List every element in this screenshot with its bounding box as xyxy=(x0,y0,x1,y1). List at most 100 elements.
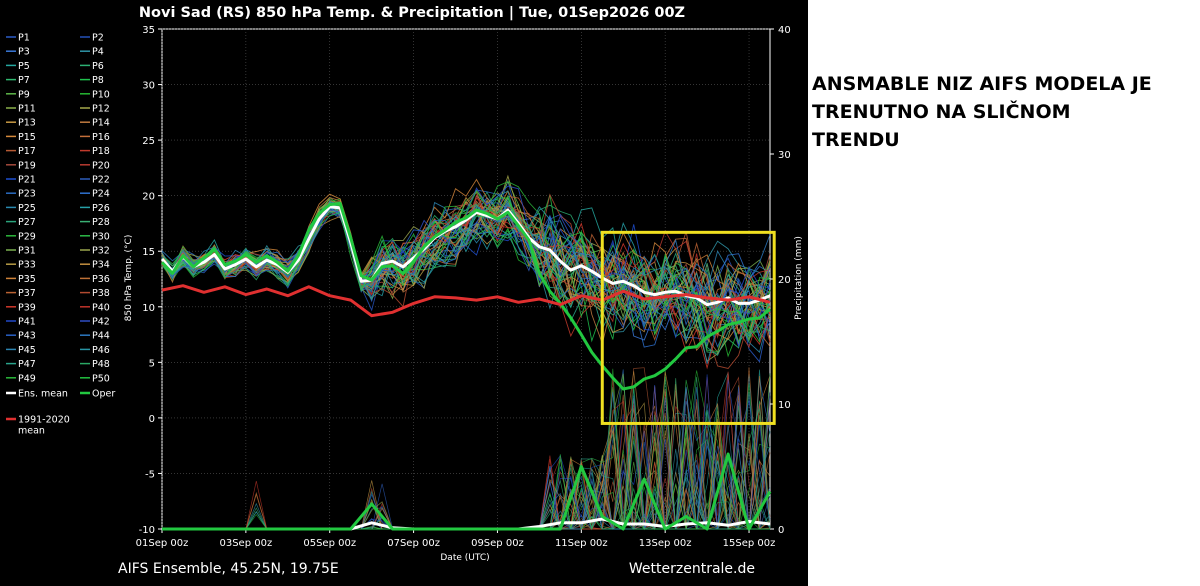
legend-label-P39: P39 xyxy=(18,302,36,313)
date-tick-label: 03Sep 00z xyxy=(219,538,272,549)
legend-label-P36: P36 xyxy=(92,274,110,285)
precip-tick-label: 20 xyxy=(778,275,791,286)
legend-label-main-0: Ens. mean xyxy=(18,389,68,400)
legend-label-P49: P49 xyxy=(18,373,36,384)
legend-label-P5: P5 xyxy=(18,61,30,72)
series-oper-precipitation xyxy=(162,452,772,531)
legend-label-P10: P10 xyxy=(92,89,110,100)
legend-label-P29: P29 xyxy=(18,231,36,242)
legend-label-P18: P18 xyxy=(92,146,110,157)
legend: P1 P2 P3 P4 P5 P6 P7 P8 P9 P10 P11 P12 P13 P14 P15 P16 P… xyxy=(6,33,115,437)
footer-right: Wetterzentrale.de xyxy=(629,561,755,577)
legend-label-main-2: 1991-2020 mean xyxy=(18,415,70,437)
legend-label-P35: P35 xyxy=(18,274,36,285)
legend-label-P28: P28 xyxy=(92,217,110,228)
side-note: ANSMABLE NIZ AIFS MODELA JE TRENUTNO NA … xyxy=(812,70,1192,154)
legend-label-P34: P34 xyxy=(92,260,110,271)
plot-area xyxy=(161,28,771,530)
legend-label-P27: P27 xyxy=(18,217,36,228)
ensemble-line-P43 xyxy=(161,202,771,329)
legend-label-main-1: Oper xyxy=(92,389,115,400)
ensemble-line-P32 xyxy=(161,196,771,331)
legend-label-P22: P22 xyxy=(92,175,110,186)
temp-tick-label: -10 xyxy=(139,525,155,536)
legend-label-P11: P11 xyxy=(18,104,36,115)
date-tick-label: 15Sep 00z xyxy=(723,538,776,549)
legend-label-P50: P50 xyxy=(92,373,110,384)
precip-tick-label: 0 xyxy=(778,525,784,536)
legend-label-P15: P15 xyxy=(18,132,36,143)
legend-label-P4: P4 xyxy=(92,47,104,58)
precip-tick-label: 10 xyxy=(778,400,791,411)
side-note-line-3: TRENDU xyxy=(812,129,900,151)
side-note-line-2: TRENUTNO NA SLIČNOM xyxy=(812,101,1071,123)
date-tick-label: 05Sep 00z xyxy=(303,538,356,549)
precipitation-series xyxy=(162,452,772,531)
footer-left: AIFS Ensemble, 45.25N, 19.75E xyxy=(118,561,339,577)
legend-label-P46: P46 xyxy=(92,345,110,356)
legend-label-P14: P14 xyxy=(92,118,110,129)
legend-label-P21: P21 xyxy=(18,175,36,186)
meteogram-chart: Novi Sad (RS) 850 hPa Temp. & Precipitat… xyxy=(6,5,804,577)
date-tick-label: 13Sep 00z xyxy=(639,538,692,549)
legend-label-P38: P38 xyxy=(92,288,110,299)
xlabel: Date (UTC) xyxy=(440,553,489,563)
legend-label-P44: P44 xyxy=(92,331,110,342)
date-tick-label: 11Sep 00z xyxy=(555,538,608,549)
ensemble-line-P49 xyxy=(161,190,771,343)
legend-label-P3: P3 xyxy=(18,47,30,58)
legend-label-P33: P33 xyxy=(18,260,36,271)
legend-label-P23: P23 xyxy=(18,189,36,200)
legend-label-P47: P47 xyxy=(18,359,36,370)
legend-label-P13: P13 xyxy=(18,118,36,129)
precip-tick-label: 40 xyxy=(778,25,791,36)
legend-label-P24: P24 xyxy=(92,189,110,200)
chart-panel: Novi Sad (RS) 850 hPa Temp. & Precipitat… xyxy=(0,0,808,586)
legend-label-P25: P25 xyxy=(18,203,36,214)
temp-tick-label: 5 xyxy=(149,358,155,369)
temp-tick-label: 30 xyxy=(142,81,155,92)
temp-tick-label: 25 xyxy=(142,136,155,147)
ylabel-right: Precipitation (mm) xyxy=(794,236,804,320)
temp-axis: 35 30 25 20 15 10 5 0 -5 -10 xyxy=(139,25,162,536)
temp-tick-label: 10 xyxy=(142,303,155,314)
precip-axis: 40 30 20 10 0 xyxy=(770,25,791,536)
legend-label-P37: P37 xyxy=(18,288,36,299)
legend-label-P2: P2 xyxy=(92,33,104,44)
ensemble-line-P44 xyxy=(161,201,771,321)
legend-label-P12: P12 xyxy=(92,104,110,115)
legend-label-P8: P8 xyxy=(92,75,104,86)
chart-title: Novi Sad (RS) 850 hPa Temp. & Precipitat… xyxy=(139,5,685,21)
main-series xyxy=(160,201,771,391)
legend-label-P40: P40 xyxy=(92,302,110,313)
legend-label-P43: P43 xyxy=(18,331,36,342)
grid-layer xyxy=(161,28,771,530)
legend-label-P7: P7 xyxy=(18,75,30,86)
legend-label-P30: P30 xyxy=(92,231,110,242)
highlight-box xyxy=(600,230,776,425)
date-axis: 01Sep 00z 03Sep 00z 05Sep 00z 07Sep 00z 09Se… xyxy=(136,529,776,549)
legend-label-P20: P20 xyxy=(92,160,110,171)
legend-label-P48: P48 xyxy=(92,359,110,370)
legend-label-P26: P26 xyxy=(92,203,110,214)
series-1991-2020-mean xyxy=(161,284,771,318)
temp-tick-label: 0 xyxy=(149,414,155,425)
legend-label-P32: P32 xyxy=(92,246,110,257)
legend-label-P17: P17 xyxy=(18,146,36,157)
legend-label-P42: P42 xyxy=(92,317,110,328)
legend-label-P45: P45 xyxy=(18,345,36,356)
legend-label-P6: P6 xyxy=(92,61,104,72)
legend-label-P1: P1 xyxy=(18,33,30,44)
date-tick-label: 09Sep 00z xyxy=(471,538,524,549)
legend-label-P19: P19 xyxy=(18,160,36,171)
temp-tick-label: 20 xyxy=(142,192,155,203)
legend-label-P31: P31 xyxy=(18,246,36,257)
date-tick-label: 01Sep 00z xyxy=(136,538,189,549)
legend-label-P9: P9 xyxy=(18,89,30,100)
series-oper xyxy=(160,201,771,391)
temp-tick-label: 15 xyxy=(142,247,155,258)
ensemble-line-P48 xyxy=(161,203,771,344)
legend-label-P41: P41 xyxy=(18,317,36,328)
precip-tick-label: 30 xyxy=(778,150,791,161)
legend-label-P16: P16 xyxy=(92,132,110,143)
